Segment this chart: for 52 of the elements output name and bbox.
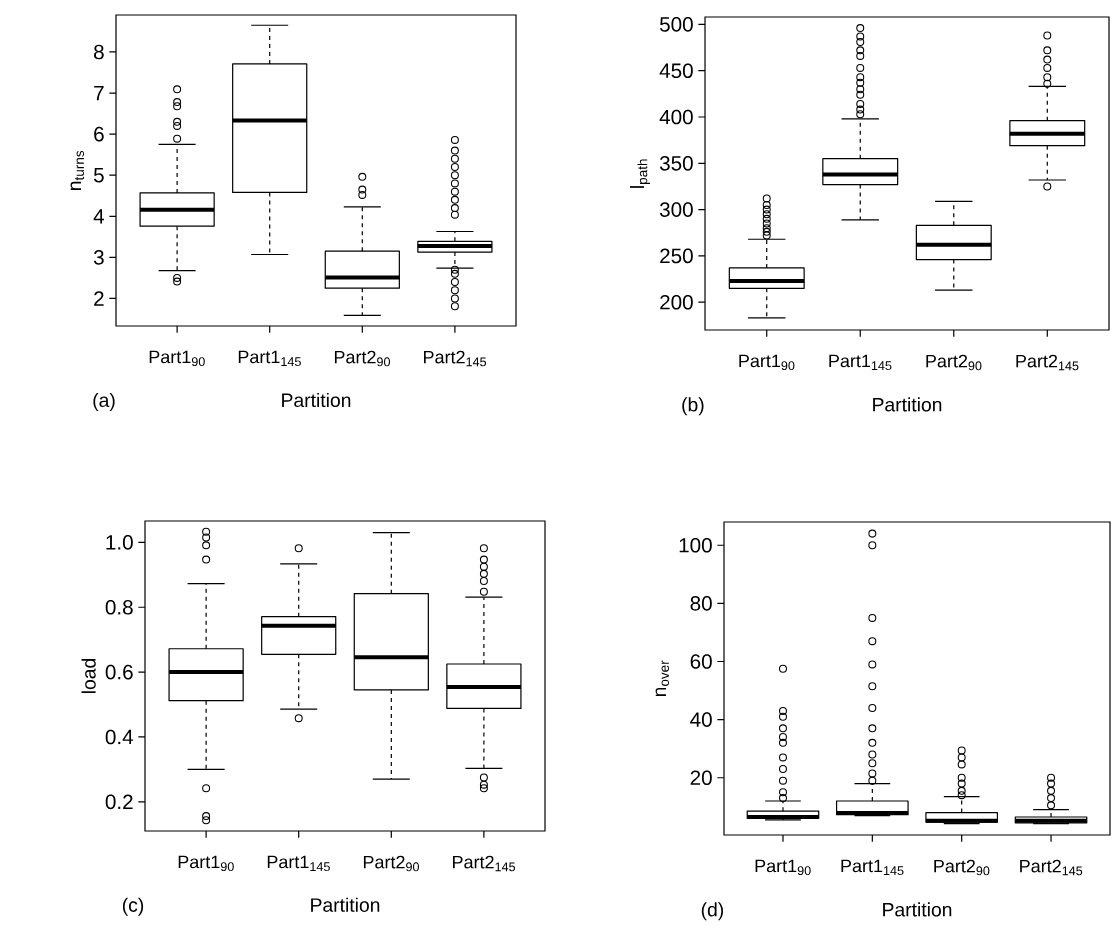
y-tick-label: 400: [659, 109, 693, 125]
x-tick-label: Part2$_{145}$: [1020, 859, 1083, 876]
x-tick-label: Part1$_{90}$: [739, 354, 795, 371]
y-tick-label: 100: [679, 537, 712, 553]
y-axis-title: n$_{turns}$: [70, 150, 84, 190]
x-axis-title: Partition: [883, 902, 952, 917]
x-tick-label: Part1$_{90}$: [178, 855, 234, 872]
text: (b): [682, 397, 704, 416]
x-tick-label: Part2$_{145}$: [1016, 354, 1079, 371]
x-tick-label: Part2$_{145}$: [424, 350, 487, 367]
y-tick-label: 3: [93, 250, 104, 265]
y-tick-label: 250: [660, 248, 693, 264]
y-tick-label: 350: [659, 156, 693, 171]
y-tick-label: 2: [94, 291, 104, 306]
y-tick-label: 60: [690, 654, 712, 669]
y-tick-label: 0.8: [105, 599, 133, 615]
y-tick-label: 4: [93, 209, 105, 224]
x-axis-title: Partition: [311, 897, 380, 912]
x-tick-label: Part2$_{90}$: [363, 855, 419, 872]
text: (a): [93, 392, 115, 411]
x-tick-label: Part1$_{90}$: [755, 859, 811, 876]
y-tick-label: 500: [659, 17, 693, 32]
x-axis-title: Partition: [282, 392, 351, 408]
y-tick-label: 450: [659, 63, 693, 79]
x-axis-title: Partition: [873, 397, 942, 412]
x-tick-label: Part1$_{90}$: [149, 350, 205, 367]
text: (d): [701, 902, 724, 921]
y-axis-title: n$_{over}$: [655, 660, 669, 697]
y-tick-label: 0.4: [105, 729, 134, 745]
y-tick-label: 0.2: [105, 794, 133, 810]
y-tick-label: 0.6: [105, 664, 133, 680]
x-tick-label: Part1$_{145}$: [829, 354, 892, 371]
x-tick-label: Part1$_{145}$: [841, 859, 904, 876]
text: (c): [122, 897, 144, 916]
y-tick-label: 6: [94, 126, 104, 142]
y-tick-label: 1.0: [106, 535, 133, 550]
y-tick-label: 5: [93, 168, 104, 183]
x-tick-label: Part1$_{145}$: [238, 350, 301, 367]
x-tick-label: Part1$_{145}$: [267, 855, 330, 872]
x-tick-label: Part2$_{90}$: [926, 354, 982, 371]
y-tick-label: 7: [94, 85, 104, 101]
x-tick-label: Part2$_{145}$: [453, 855, 516, 872]
x-tick-label: Part2$_{90}$: [934, 859, 990, 876]
y-axis-title: load: [81, 658, 96, 693]
y-tick-label: 80: [690, 596, 712, 611]
x-tick-label: Part2$_{90}$: [334, 350, 390, 367]
y-tick-label: 300: [659, 202, 693, 217]
y-tick-label: 20: [690, 770, 712, 786]
y-axis-title: l$_{path}$: [629, 159, 650, 188]
y-tick-label: 40: [690, 712, 712, 727]
y-tick-label: 200: [660, 294, 693, 310]
y-tick-label: 8: [94, 44, 104, 60]
